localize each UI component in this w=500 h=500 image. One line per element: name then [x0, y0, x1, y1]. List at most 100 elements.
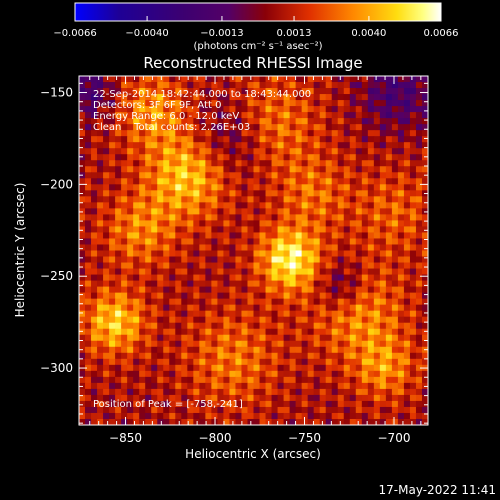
heatmap-pixel — [103, 238, 110, 245]
heatmap-pixel — [283, 376, 291, 384]
heatmap-pixel — [319, 274, 327, 281]
heatmap-pixel — [103, 250, 110, 257]
heatmap-pixel — [283, 118, 291, 125]
heatmap-pixel — [361, 262, 369, 269]
heatmap-pixel — [253, 370, 260, 378]
heatmap-pixel — [139, 142, 146, 149]
heatmap-pixel — [127, 334, 134, 342]
heatmap-pixel — [367, 82, 375, 89]
heatmap-pixel — [133, 346, 140, 354]
heatmap-pixel — [205, 220, 212, 227]
heatmap-pixel — [295, 346, 303, 354]
heatmap-pixel — [97, 358, 104, 366]
heatmap-pixel — [85, 310, 92, 318]
heatmap-pixel — [325, 310, 333, 318]
heatmap-pixel — [355, 124, 363, 131]
heatmap-pixel — [289, 304, 297, 312]
heatmap-pixel — [421, 244, 429, 251]
heatmap-pixel — [229, 250, 236, 257]
heatmap-pixel — [265, 310, 272, 318]
heatmap-pixel — [331, 154, 339, 161]
info-energy-range: Energy Range: 6.0 - 12.0 keV — [93, 111, 239, 122]
heatmap-pixel — [85, 394, 92, 402]
heatmap-pixel — [139, 154, 146, 161]
heatmap-pixel — [355, 130, 363, 137]
heatmap-pixel — [133, 328, 140, 336]
heatmap-pixel — [133, 412, 140, 420]
heatmap-pixel — [247, 394, 254, 402]
heatmap-pixel — [121, 382, 128, 390]
heatmap-pixel — [265, 190, 272, 197]
heatmap-pixel — [145, 334, 152, 342]
heatmap-pixel — [337, 190, 345, 197]
heatmap-pixel — [253, 184, 260, 191]
heatmap-pixel — [355, 304, 363, 312]
heatmap-pixel — [229, 154, 236, 161]
heatmap-pixel — [409, 154, 417, 161]
heatmap-pixel — [385, 340, 393, 348]
heatmap-pixel — [301, 100, 309, 107]
heatmap-pixel — [103, 154, 110, 161]
heatmap-pixel — [79, 154, 86, 161]
heatmap-pixel — [193, 220, 200, 227]
heatmap-pixel — [223, 136, 230, 143]
heatmap-pixel — [205, 412, 212, 420]
heatmap-pixel — [421, 196, 429, 203]
heatmap-pixel — [121, 196, 128, 203]
heatmap-pixel — [253, 178, 260, 185]
heatmap-pixel — [229, 274, 236, 281]
heatmap-pixel — [379, 316, 387, 324]
heatmap-pixel — [235, 118, 242, 125]
heatmap-pixel — [391, 412, 399, 420]
heatmap-pixel — [325, 322, 333, 330]
heatmap-pixel — [169, 280, 176, 288]
heatmap-pixel — [223, 148, 230, 155]
heatmap-pixel — [373, 346, 381, 354]
heatmap-pixel — [163, 160, 170, 167]
heatmap-pixel — [397, 148, 405, 155]
heatmap-pixel — [235, 136, 242, 143]
heatmap-pixel — [91, 202, 98, 209]
heatmap-pixel — [421, 352, 429, 360]
heatmap-pixel — [421, 376, 429, 384]
heatmap-pixel — [319, 226, 327, 233]
heatmap-pixel — [379, 268, 387, 275]
heatmap-pixel — [127, 388, 134, 396]
heatmap-pixel — [253, 88, 260, 95]
heatmap-pixel — [403, 406, 411, 414]
heatmap-pixel — [175, 196, 182, 203]
heatmap-pixel — [337, 358, 345, 366]
heatmap-pixel — [361, 286, 369, 294]
heatmap-pixel — [181, 238, 188, 245]
heatmap-pixel — [289, 250, 297, 257]
heatmap-pixel — [355, 340, 363, 348]
heatmap-pixel — [217, 196, 224, 203]
heatmap-pixel — [187, 304, 194, 312]
heatmap-pixel — [91, 142, 98, 149]
heatmap-pixel — [193, 124, 200, 131]
heatmap-pixel — [331, 196, 339, 203]
heatmap-pixel — [157, 256, 164, 263]
heatmap-pixel — [97, 256, 104, 263]
heatmap-pixel — [289, 196, 297, 203]
heatmap-pixel — [103, 112, 110, 119]
heatmap-pixel — [265, 358, 272, 366]
heatmap-pixel — [295, 316, 303, 324]
heatmap-pixel — [133, 358, 140, 366]
heatmap-pixel — [151, 298, 158, 306]
heatmap-pixel — [223, 322, 230, 330]
heatmap-pixel — [211, 106, 218, 113]
heatmap-pixel — [319, 208, 327, 215]
heatmap-pixel — [385, 412, 393, 420]
heatmap-pixel — [307, 400, 315, 408]
heatmap-pixel — [385, 136, 393, 143]
heatmap-pixel — [133, 154, 140, 161]
heatmap-pixel — [139, 334, 146, 342]
heatmap-pixel — [397, 316, 405, 324]
heatmap-pixel — [169, 226, 176, 233]
heatmap-pixel — [367, 118, 375, 125]
heatmap-pixel — [253, 286, 260, 294]
heatmap-pixel — [391, 370, 399, 378]
heatmap-pixel — [355, 412, 363, 420]
heatmap-pixel — [127, 148, 134, 155]
